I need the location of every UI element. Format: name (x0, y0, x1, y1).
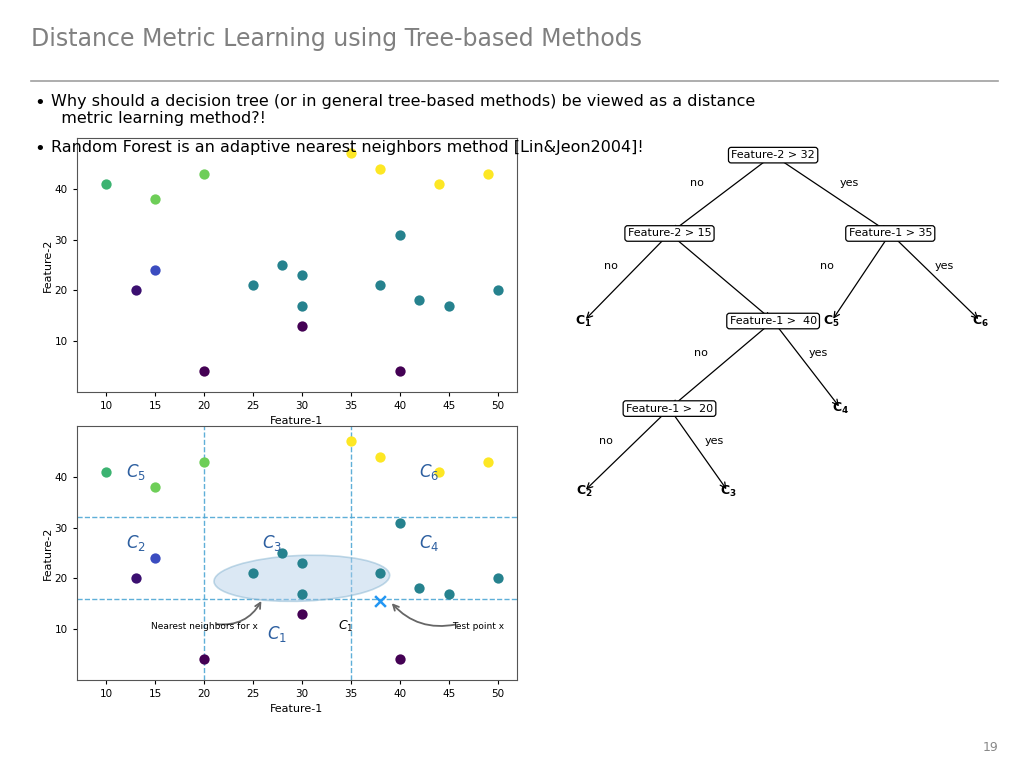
Point (391, 228, 408, 240)
Point (294, 557, 310, 569)
Point (431, 465, 447, 478)
Text: $\mathbf{C_1}$: $\mathbf{C_1}$ (575, 313, 592, 329)
Point (196, 455, 212, 468)
Point (294, 588, 310, 600)
Text: $\mathbf{C_3}$: $\mathbf{C_3}$ (720, 484, 736, 499)
Point (372, 163, 388, 175)
Text: yes: yes (809, 348, 827, 359)
Point (411, 582, 427, 594)
Point (274, 547, 291, 559)
Point (274, 259, 291, 271)
Point (294, 607, 310, 620)
Point (127, 284, 143, 296)
Point (391, 366, 408, 378)
Point (372, 279, 388, 291)
Point (440, 588, 457, 600)
Point (98, 177, 115, 190)
Text: $C_6$: $C_6$ (419, 462, 439, 482)
Point (411, 294, 427, 306)
Text: Nearest neighbors for x: Nearest neighbors for x (151, 622, 257, 631)
Point (196, 366, 212, 378)
Text: Feature-1 >  40: Feature-1 > 40 (729, 316, 817, 326)
Text: yes: yes (705, 435, 724, 446)
Point (372, 595, 388, 607)
Text: no: no (820, 260, 835, 271)
Point (294, 300, 310, 312)
Text: $C_1$: $C_1$ (267, 624, 288, 644)
Point (146, 264, 163, 276)
Text: no: no (604, 260, 617, 271)
Point (372, 451, 388, 463)
Text: 19: 19 (983, 741, 998, 754)
Point (440, 300, 457, 312)
Text: Test point x: Test point x (452, 622, 504, 631)
Y-axis label: Feature-2: Feature-2 (43, 526, 53, 580)
Text: $C_2$: $C_2$ (126, 533, 145, 553)
Text: •: • (34, 140, 44, 157)
Point (489, 572, 506, 584)
Text: Feature-2 > 15: Feature-2 > 15 (628, 228, 712, 239)
Text: $\mathbf{C_6}$: $\mathbf{C_6}$ (972, 313, 989, 329)
Text: yes: yes (935, 260, 954, 271)
Point (196, 654, 212, 666)
Text: •: • (34, 94, 44, 111)
X-axis label: Feature-1: Feature-1 (270, 704, 324, 714)
Point (391, 654, 408, 666)
Text: $\mathbf{C_4}$: $\mathbf{C_4}$ (833, 401, 849, 416)
Text: no: no (694, 348, 708, 359)
Point (479, 167, 496, 180)
Text: no: no (599, 435, 613, 446)
Text: Distance Metric Learning using Tree-based Methods: Distance Metric Learning using Tree-base… (31, 27, 642, 51)
Text: no: no (689, 177, 703, 188)
Point (245, 279, 261, 291)
Point (196, 167, 212, 180)
Point (343, 435, 359, 448)
Text: yes: yes (840, 177, 859, 188)
X-axis label: Feature-1: Feature-1 (270, 416, 324, 426)
Text: Feature-1 >  20: Feature-1 > 20 (626, 403, 713, 414)
Point (479, 455, 496, 468)
Text: $C_3$: $C_3$ (262, 533, 283, 553)
Point (146, 481, 163, 493)
Point (98, 465, 115, 478)
Point (146, 193, 163, 205)
Text: Random Forest is an adaptive nearest neighbors method [Lin&Jeon2004]!: Random Forest is an adaptive nearest nei… (51, 140, 644, 155)
Text: $C_5$: $C_5$ (126, 462, 145, 482)
Point (146, 552, 163, 564)
Point (127, 572, 143, 584)
Text: $\mathbf{C_5}$: $\mathbf{C_5}$ (823, 313, 840, 329)
Text: $C_4$: $C_4$ (419, 533, 439, 553)
Point (294, 269, 310, 281)
Text: Feature-2 > 32: Feature-2 > 32 (731, 150, 815, 161)
Text: Why should a decision tree (or in general tree-based methods) be viewed as a dis: Why should a decision tree (or in genera… (51, 94, 756, 126)
Point (343, 147, 359, 160)
Point (431, 177, 447, 190)
Text: Feature-1 > 35: Feature-1 > 35 (849, 228, 932, 239)
Point (372, 567, 388, 579)
Point (245, 567, 261, 579)
Ellipse shape (214, 555, 390, 601)
Point (294, 319, 310, 332)
Y-axis label: Feature-2: Feature-2 (43, 238, 53, 292)
Point (489, 284, 506, 296)
Text: $C_1$: $C_1$ (338, 619, 353, 634)
Point (391, 516, 408, 528)
Text: $\mathbf{C_2}$: $\mathbf{C_2}$ (575, 484, 592, 499)
